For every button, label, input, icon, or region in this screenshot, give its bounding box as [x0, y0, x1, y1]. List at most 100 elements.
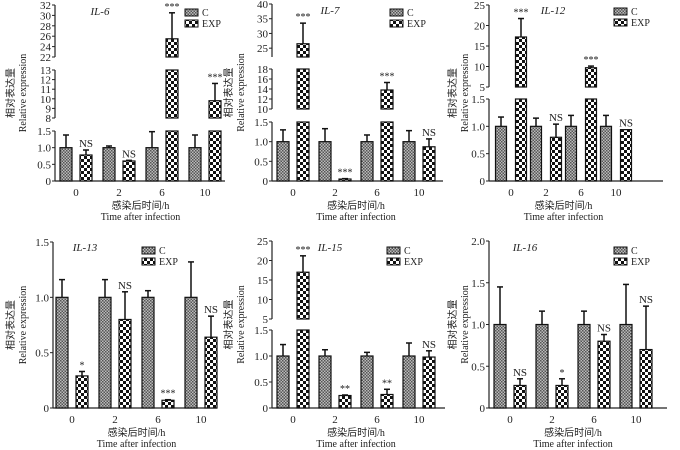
y-tick-label: 8 [46, 113, 52, 125]
significance-label: *** [296, 12, 311, 23]
y-tick-label: 0 [263, 403, 269, 415]
y-tick-label: 11 [40, 84, 51, 96]
legend-swatch-c [613, 7, 628, 16]
bar-exp [380, 393, 394, 409]
bar-exp [165, 38, 179, 58]
significance-label: *** [514, 8, 529, 19]
y-tick-label: 15 [474, 41, 486, 53]
legend-label-exp: EXP [407, 19, 426, 30]
x-tick-label: 2 [116, 187, 122, 199]
bar-exp [380, 89, 394, 110]
y-tick-label: 9 [46, 103, 52, 115]
panel-il-15: 0 0.5 1.0 1.55 10 15 20 25 0 *** 2 ** 6 ** 10 NS IL-15 CE… [222, 236, 445, 450]
y-axis-label: Relative expression [236, 53, 247, 132]
y-tick-label: 0 [480, 403, 486, 415]
x-tick-label: 6 [591, 414, 597, 426]
significance-label: NS [597, 323, 611, 335]
x-axis-label-cn: 感染后时间/h [544, 426, 602, 439]
y-tick-label: 13 [40, 65, 52, 77]
significance-label: *** [208, 72, 223, 83]
y-tick-label: 26 [40, 31, 52, 43]
x-tick-label: 6 [155, 414, 161, 426]
y-tick-label: 10 [40, 94, 52, 106]
x-axis-label-cn: 感染后时间/h [535, 199, 593, 212]
y-tick-label: 12 [40, 75, 51, 87]
panel-title: IL-13 [72, 242, 98, 254]
y-tick-label: 1.5 [35, 237, 49, 249]
bar-exp [122, 160, 136, 182]
significance-label: NS [422, 339, 436, 351]
bar-exp [296, 329, 310, 409]
y-tick-label: 1.5 [254, 325, 268, 337]
x-tick-label: 0 [508, 187, 514, 199]
bar-c [535, 323, 549, 409]
significance-label: NS [639, 294, 653, 306]
significance-label: NS [549, 112, 563, 124]
y-tick-label: 25 [474, 0, 486, 12]
significance-label: *** [161, 389, 176, 400]
bar-c [98, 296, 112, 409]
significance-label: ** [382, 378, 392, 389]
bar-exp [380, 121, 394, 182]
y-tick-label: 22 [40, 52, 51, 64]
y-tick-label: 0.5 [254, 377, 268, 389]
panel-il-7: 00.51.01.51012141618253035400***2***6***… [222, 0, 443, 223]
significance-label: *** [584, 55, 599, 66]
x-tick-label: 2 [549, 414, 555, 426]
bar-c [577, 323, 591, 409]
legend-label-c: C [202, 8, 209, 19]
y-tick-label: 32 [40, 0, 51, 12]
bar-exp [555, 384, 569, 409]
legend-label-exp: EXP [202, 19, 221, 30]
bar-c [276, 141, 290, 182]
y-tick-label: 10 [257, 295, 269, 307]
y-tick-label: 20 [257, 256, 269, 268]
significance-label: *** [296, 245, 311, 256]
significance-label: NS [513, 367, 527, 379]
y-axis-label-cn: 相对表达量 [446, 68, 459, 118]
bar-exp [422, 356, 436, 409]
panel-title: IL-16 [512, 242, 538, 254]
bar-c [184, 296, 198, 409]
bar-exp [584, 67, 598, 88]
y-tick-label: 0.5 [254, 156, 268, 168]
bar-exp [161, 399, 175, 409]
legend-label-exp: EXP [631, 257, 650, 268]
x-tick-label: 2 [112, 414, 118, 426]
x-tick-label: 10 [414, 414, 426, 426]
legend-label-exp: EXP [404, 257, 423, 268]
y-tick-label: 0 [263, 176, 269, 188]
y-tick-label: 1.5 [37, 126, 51, 138]
bar-exp [513, 384, 527, 409]
significance-label: NS [619, 118, 633, 130]
y-tick-label: 0.5 [35, 348, 49, 360]
bar-c [145, 147, 159, 182]
panel-title: IL-12 [540, 5, 566, 17]
y-tick-label: 5 [263, 314, 269, 326]
x-axis-label: Time after infection [97, 439, 177, 450]
bar-exp [549, 136, 563, 182]
significance-label: * [560, 368, 565, 379]
legend-swatch-c [386, 246, 401, 255]
y-tick-label: 0 [46, 176, 52, 188]
x-tick-label: 2 [332, 414, 338, 426]
y-tick-label: 1.0 [254, 351, 268, 363]
legend-swatch-exp [141, 257, 156, 266]
legend-swatch-exp [389, 19, 404, 28]
legend-swatch-c [141, 246, 156, 255]
x-tick-label: 0 [290, 414, 296, 426]
panel-il-6: 00.51.01.589101112132224262830320NS2NS6*… [4, 0, 225, 223]
x-axis-label: Time after infection [524, 212, 604, 223]
x-tick-label: 6 [374, 414, 380, 426]
bar-c [59, 147, 73, 182]
y-tick-label: 1.0 [35, 292, 49, 304]
bar-exp [165, 69, 179, 119]
bar-exp [597, 340, 611, 409]
y-tick-label: 0 [480, 176, 486, 188]
significance-label: *** [338, 168, 353, 179]
bar-exp [165, 130, 179, 182]
y-tick-label: 14 [257, 84, 269, 96]
bar-c [102, 147, 116, 182]
